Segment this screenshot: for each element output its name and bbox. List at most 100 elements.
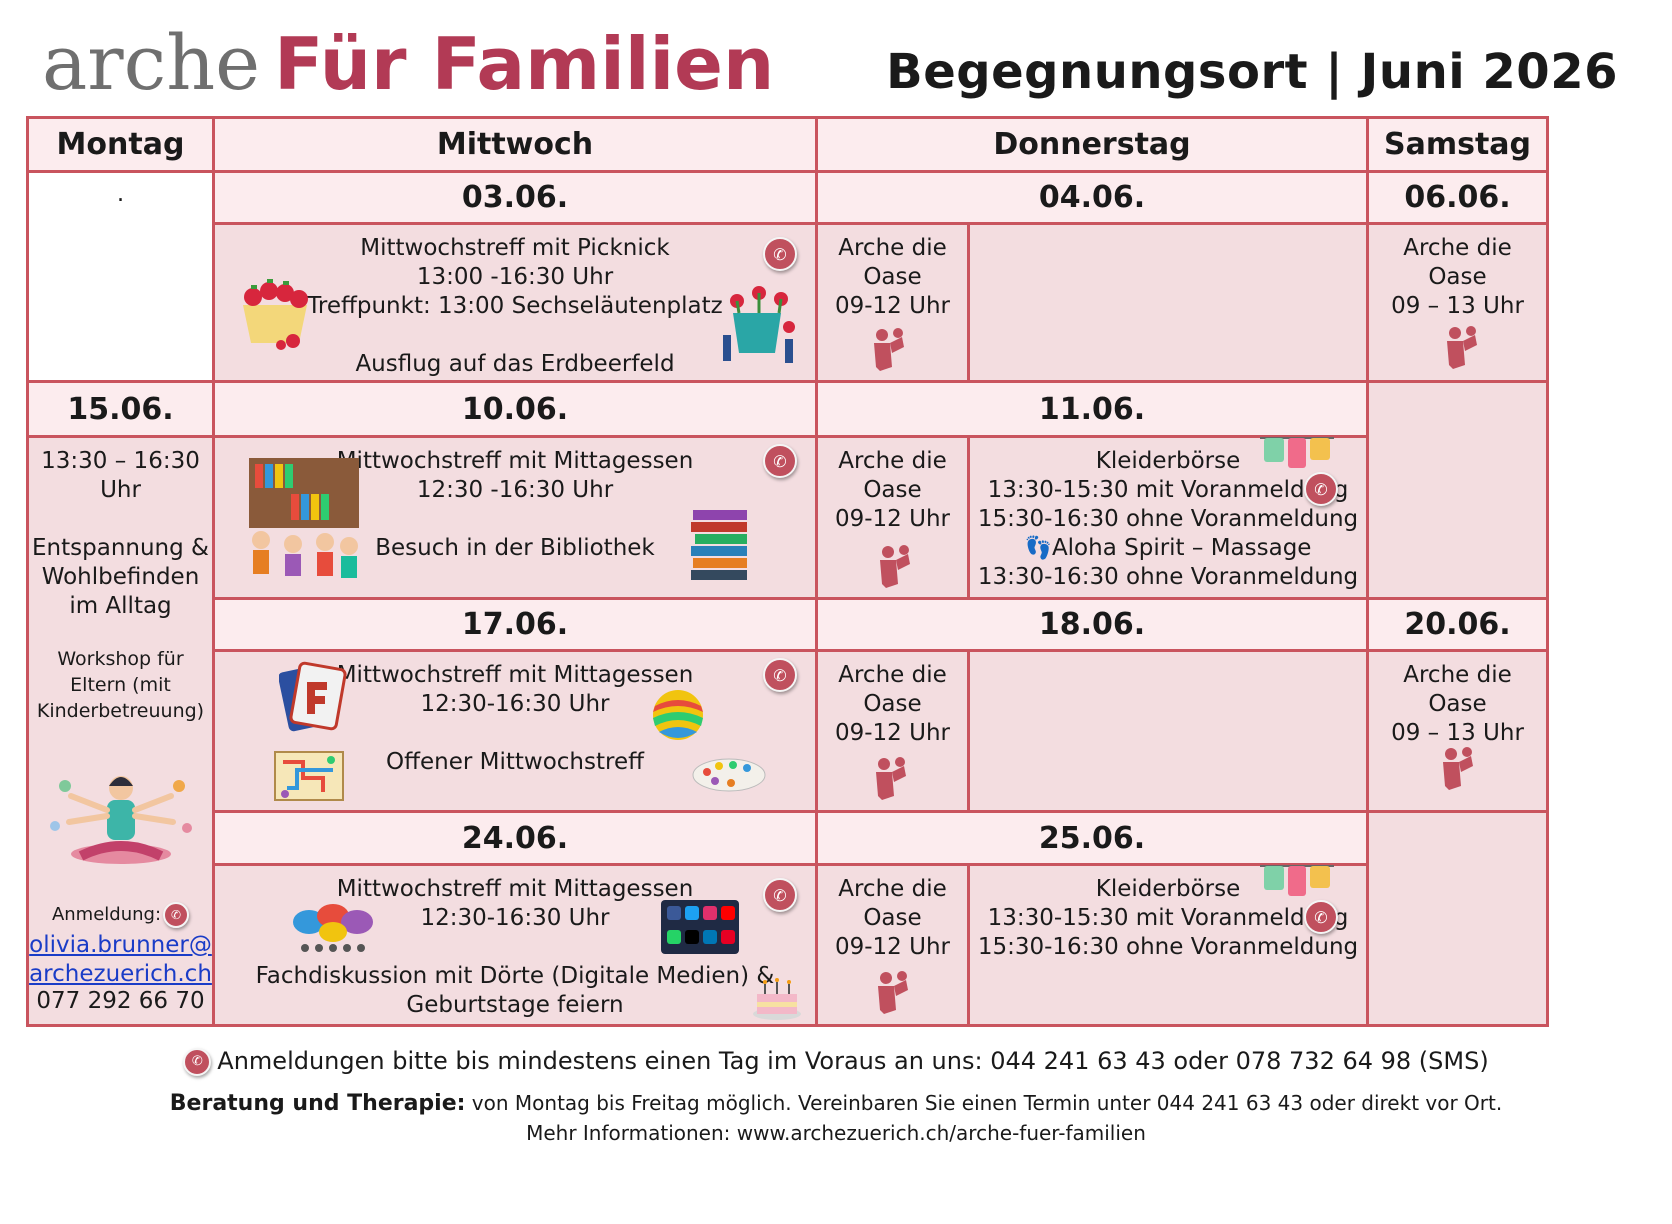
footer-registration-note: ✆ Anmeldungen bitte bis mindestens einen …: [0, 1044, 1672, 1078]
oase-line-1: Arche die: [838, 662, 947, 688]
phone-icon: ✆: [763, 237, 797, 271]
kleiderboerse-line-1: 13:30-15:30 mit Voranmeldung: [987, 905, 1349, 931]
event-title-a: Mittwochstreff: [336, 662, 502, 688]
phone-icon: ✆: [763, 878, 797, 912]
monday-empty-cell: .: [26, 170, 215, 383]
event-time: 13:00 -16:30 Uhr: [416, 264, 614, 290]
oase-thu-11-06: Arche die Oase 09-12 Uhr: [815, 435, 970, 600]
kleiderboerse-line-2: 15:30-16:30 ohne Voranmeldung: [977, 506, 1359, 532]
workshop-title-1: Entspannung &: [32, 535, 209, 561]
sat-27-06-empty: [1366, 810, 1549, 1027]
event-subtitle: Besuch in der Bibliothek: [375, 535, 655, 561]
sat-13-06-empty: [1366, 380, 1549, 600]
event-title-a: Mittwochstreff: [336, 448, 502, 474]
event-title-c: Mittagessen: [553, 662, 694, 688]
oase-time: 09-12 Uhr: [834, 720, 950, 746]
workshop-phone: 077 292 66 70: [36, 988, 205, 1014]
registration-label: Anmeldung:: [51, 904, 162, 925]
strawberry-picking-icon: [723, 286, 795, 363]
event-subtitle-2: Geburtstage feiern: [406, 992, 624, 1018]
footer-line-1: Anmeldungen bitte bis mindestens einen T…: [217, 1047, 1489, 1075]
footer-consulting: Beratung und Therapie: von Montag bis Fr…: [0, 1088, 1672, 1119]
header-thursday: Donnerstag: [815, 116, 1369, 173]
date-15-06: 15.06.: [26, 380, 215, 438]
mother-child-icon: [880, 545, 910, 588]
oase-line-2: Oase: [863, 905, 922, 931]
kleiderboerse-title: Kleiderbörse: [1095, 448, 1241, 474]
clothesline-icon: [1260, 437, 1334, 468]
event-title: Mittwochstreff mit Mittagessen: [215, 446, 815, 477]
event-title-b: mit: [501, 876, 554, 902]
event-subtitle: Offener Mittwochstreff: [386, 749, 644, 775]
thu-18-06-empty: [967, 649, 1369, 813]
meditation-woman-icon: [50, 776, 192, 864]
date-11-06: 11.06.: [815, 380, 1369, 438]
oase-line-2: Oase: [863, 264, 922, 290]
phone-icon: ✆: [1304, 472, 1338, 506]
event-title-c: Mittagessen: [553, 876, 694, 902]
phone-icon: ✆: [763, 658, 797, 692]
event-subtitle: Ausflug auf das Erdbeerfeld: [355, 351, 675, 377]
event-wed-10-06: Mittwochstreff mit Mittagessen 12:30 -16…: [212, 435, 818, 600]
workshop-title-3: im Alltag: [69, 593, 172, 619]
workshop-email-line-2[interactable]: archezuerich.ch: [29, 961, 212, 987]
page-title: Begegnungsort | Juni 2026: [886, 44, 1618, 100]
event-meeting-point: Treffpunkt: 13:00 Sechseläutenplatz: [307, 293, 723, 319]
workshop-sub-3: Kinderbetreuung): [36, 700, 205, 722]
oase-time: 09-12 Uhr: [834, 506, 950, 532]
oase-sat-06-06: Arche die Oase 09 – 13 Uhr: [1366, 222, 1549, 383]
event-title: Mittwochstreff mit Mittagessen: [215, 874, 815, 905]
mother-child-icon: [1447, 326, 1477, 369]
workshop-sub-2: Eltern (mit: [70, 674, 171, 696]
oase-time: 09-12 Uhr: [834, 293, 950, 319]
brand-logo: arche Für Familien: [42, 18, 774, 109]
oase-thu-04-06: Arche die Oase 09-12 Uhr: [815, 222, 970, 383]
header-wednesday: Mittwoch: [212, 116, 818, 173]
event-time: 12:30-16:30 Uhr: [420, 691, 610, 717]
footer-consulting-label: Beratung und Therapie:: [169, 1091, 466, 1116]
header-monday: Montag: [26, 116, 215, 173]
massage-time: 13:30-16:30 ohne Voranmeldung: [977, 564, 1359, 590]
date-10-06: 10.06.: [212, 380, 818, 438]
event-time: 12:30-16:30 Uhr: [420, 905, 610, 931]
event-title-c: Mittagessen: [553, 448, 694, 474]
thu-04-06-empty: [967, 222, 1369, 383]
oase-line-2: Oase: [863, 477, 922, 503]
birthday-cake-icon: [753, 978, 801, 1020]
oase-line-2: Oase: [863, 691, 922, 717]
oase-line-1: Arche die: [1403, 662, 1512, 688]
speech-bubbles-icon: [293, 904, 373, 952]
date-25-06: 25.06.: [815, 810, 1369, 866]
event-title: Mittwochstreff mit Picknick: [215, 233, 815, 264]
oase-sat-20-06: Arche die Oase 09 – 13 Uhr: [1366, 649, 1549, 813]
monday-dot: .: [116, 181, 125, 207]
kleiderboerse-line-2: 15:30-16:30 ohne Voranmeldung: [977, 934, 1359, 960]
card-game-icon: [279, 661, 347, 732]
event-title-a: Mittwochstreff: [336, 876, 502, 902]
paint-palette-icon: [692, 758, 766, 792]
massage-label: Aloha Spirit – Massage: [1051, 535, 1312, 561]
workshop-title-2: Wohlbefinden: [41, 564, 200, 590]
phone-icon: ✆: [763, 444, 797, 478]
event-thu-11-06: Kleiderbörse 13:30-15:30 mit Voranmeldun…: [967, 435, 1369, 600]
event-title-b: mit: [501, 662, 554, 688]
oase-line-1: Arche die: [1403, 235, 1512, 261]
oase-line-1: Arche die: [838, 235, 947, 261]
event-wed-17-06: Mittwochstreff mit Mittagessen 12:30-16:…: [212, 649, 818, 813]
event-time: 12:30 -16:30 Uhr: [416, 477, 614, 503]
event-title-c: Picknick: [577, 235, 670, 261]
oase-time: 09 – 13 Uhr: [1391, 720, 1524, 746]
oase-line-2: Oase: [1428, 264, 1487, 290]
workshop-sub-1: Workshop für: [57, 648, 184, 670]
oase-thu-25-06: Arche die Oase 09-12 Uhr: [815, 863, 970, 1027]
event-wed-24-06: Mittwochstreff mit Mittagessen 12:30-16:…: [212, 863, 818, 1027]
date-18-06: 18.06.: [815, 597, 1369, 652]
mother-child-icon: [874, 328, 904, 371]
monday-workshop-cell: 13:30 – 16:30 Uhr Entspannung & Wohlbefi…: [26, 435, 215, 1027]
workshop-registration-label: Anmeldung: ✆: [29, 902, 212, 928]
date-24-06: 24.06.: [212, 810, 818, 866]
event-title-b: mit: [501, 448, 554, 474]
mother-child-icon: [876, 757, 906, 800]
workshop-email-line-1[interactable]: olivia.brunner@: [29, 932, 212, 958]
oase-thu-18-06: Arche die Oase 09-12 Uhr: [815, 649, 970, 813]
